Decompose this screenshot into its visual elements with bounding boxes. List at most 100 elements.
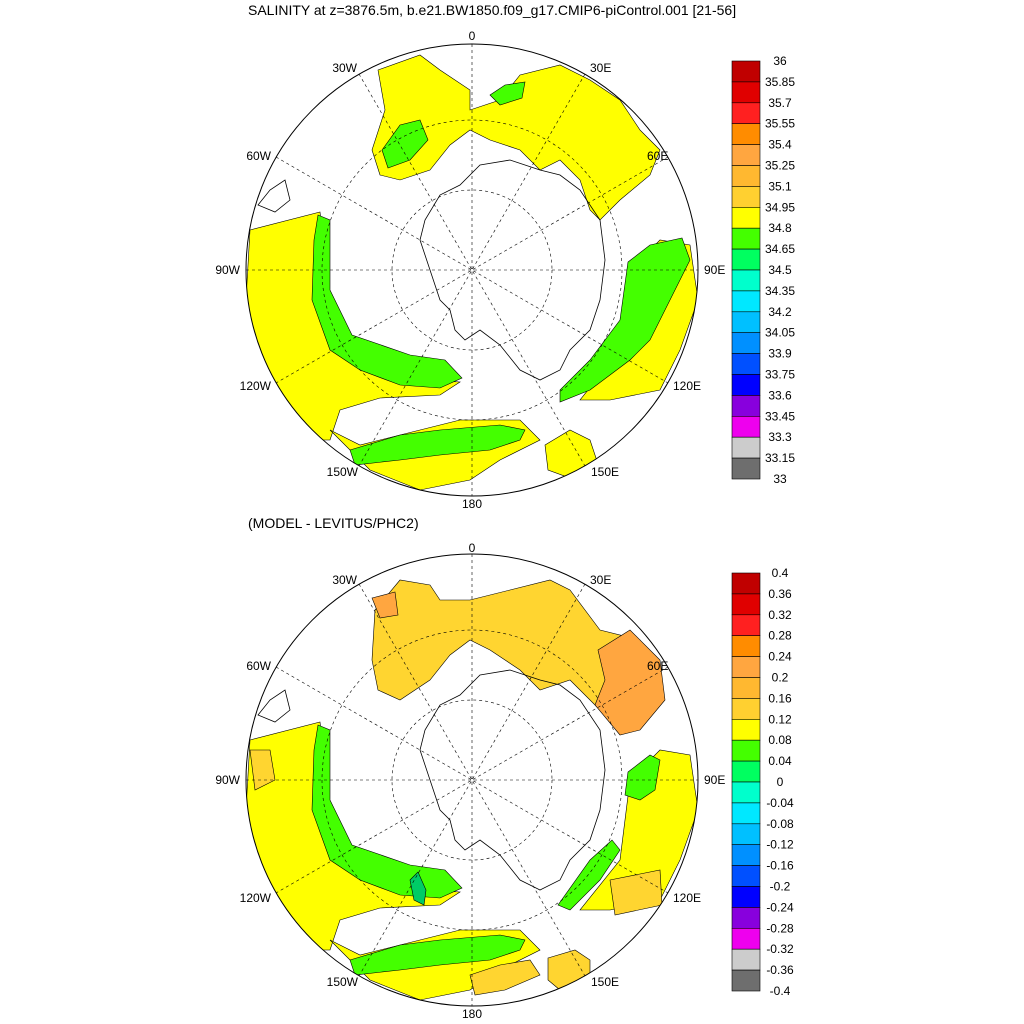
bot-lon-60w: 60W xyxy=(246,659,271,673)
cb-top-tick-label: 34.2 xyxy=(768,305,792,319)
top-fill-green-blob1 xyxy=(381,119,429,169)
top-lon-120w: 120W xyxy=(240,379,272,393)
bot-fill-green-west xyxy=(311,724,463,899)
cb-bot-swatch xyxy=(731,718,761,741)
cb-bot-tick-label: 0.36 xyxy=(768,587,792,601)
top-lon-180: 180 xyxy=(462,497,482,511)
bot-fill-green-se xyxy=(557,839,621,911)
cb-top-swatch xyxy=(731,227,761,250)
cb-top-tick-label: 34.35 xyxy=(765,284,795,298)
bot-fill-gold-south xyxy=(469,959,541,996)
top-lon-120e: 120E xyxy=(673,379,701,393)
cb-bot-swatch xyxy=(731,865,761,887)
cb-top-swatch xyxy=(731,269,761,292)
bottom-colorbar: 0.4 0.36 0.32 0.28 0.24 0.2 0.16 0.12 0.08 0.04 0 -… xyxy=(731,566,794,998)
bottom-panel-title: (MODEL - LEVITUS/PHC2) xyxy=(248,515,419,531)
cb-top-swatch xyxy=(731,311,761,333)
cb-top-tick-label: 33.15 xyxy=(765,451,795,465)
cb-top-swatch xyxy=(731,395,761,417)
cb-top-tick-label: 35.55 xyxy=(765,117,795,131)
top-panel-title: SALINITY at z=3876.5m, b.e21.BW1850.f09_… xyxy=(248,2,737,18)
cb-bot-tick-label: 0.16 xyxy=(768,691,792,705)
bot-fill-green-south xyxy=(349,934,526,976)
cb-bot-tick-label: -0.32 xyxy=(766,942,794,956)
bot-lon-120e: 120E xyxy=(673,891,701,905)
cb-top-tick-label: 33.6 xyxy=(768,388,792,402)
cb-top-swatch xyxy=(731,415,761,438)
cb-top-swatch xyxy=(731,248,761,271)
cb-bot-tick-label: 0.2 xyxy=(772,671,789,685)
cb-top-swatch xyxy=(731,436,761,459)
cb-top-tick-label: 34.65 xyxy=(765,242,795,256)
bot-fill-gold-w90 xyxy=(249,749,276,791)
cb-bot-tick-label: -0.12 xyxy=(766,838,794,852)
top-south-america-tip xyxy=(257,179,291,213)
cb-bot-tick-label: -0.36 xyxy=(766,963,794,977)
cb-bot-swatch xyxy=(731,572,761,595)
bot-fill-yellow-west xyxy=(246,721,461,951)
cb-bot-tick-label: 0.24 xyxy=(768,650,792,664)
cb-bot-swatch xyxy=(731,760,761,783)
cb-top-tick-label: 35.85 xyxy=(765,75,795,89)
cb-bot-tick-label: -0.24 xyxy=(766,900,794,914)
cb-bot-tick-label: -0.4 xyxy=(770,984,791,998)
bot-lon-120w: 120W xyxy=(240,891,272,905)
top-fill-green-blob2 xyxy=(489,81,526,106)
top-fill-green-west xyxy=(311,214,463,389)
cb-bot-tick-label: 0.32 xyxy=(768,608,792,622)
cb-top-tick-label: 33.75 xyxy=(765,368,795,382)
cb-bot-swatch xyxy=(731,927,761,950)
cb-top-tick-label: 34.8 xyxy=(768,221,792,235)
cb-top-tick-label: 33.9 xyxy=(768,347,792,361)
cb-bot-tick-label: 0.12 xyxy=(768,712,792,726)
cb-bot-swatch xyxy=(731,781,761,804)
cb-bot-swatch xyxy=(731,802,761,825)
cb-top-swatch xyxy=(731,374,761,396)
top-map-border xyxy=(245,43,699,497)
top-graticule xyxy=(246,44,698,496)
cb-bot-swatch xyxy=(731,739,761,762)
cb-top-tick-label: 35.1 xyxy=(768,179,792,193)
cb-top-swatch xyxy=(731,123,761,145)
top-lon-150w: 150W xyxy=(327,465,359,479)
cb-bot-tick-label: 0.4 xyxy=(772,566,789,580)
cb-bot-swatch xyxy=(731,969,761,992)
cb-top-swatch xyxy=(731,457,761,480)
top-fill-yellow-west xyxy=(246,211,461,441)
top-lon-150e: 150E xyxy=(591,465,619,479)
cb-top-tick-label: 34.5 xyxy=(768,263,792,277)
top-fill-green-east xyxy=(559,237,691,403)
top-antarctica-outline xyxy=(419,159,606,381)
top-fill-green-south xyxy=(349,424,526,466)
bot-lon-60e: 60E xyxy=(647,659,668,673)
bottom-map-border xyxy=(245,553,699,1007)
top-lon-90e: 90E xyxy=(704,263,725,277)
top-lon-60e: 60E xyxy=(647,149,668,163)
bottom-graticule xyxy=(246,554,698,1006)
cb-bot-tick-label: -0.16 xyxy=(766,859,794,873)
cb-bot-swatch xyxy=(731,886,761,908)
top-lon-0: 0 xyxy=(469,29,476,43)
cb-bot-tick-label: 0.08 xyxy=(768,733,792,747)
cb-top-swatch xyxy=(731,290,761,313)
cb-top-swatch xyxy=(731,353,761,375)
cb-top-swatch xyxy=(731,102,761,125)
cb-top-tick-label: 33.45 xyxy=(765,409,795,423)
top-colorbar: 36 35.85 35.7 35.55 35.4 35.25 35.1 34.95 34.8 34… xyxy=(731,54,795,486)
bottom-map: 0 30E 60E 90E 120E 150E 180 150W 120W 90… xyxy=(215,541,725,1021)
cb-bot-swatch xyxy=(731,698,761,720)
cb-bot-tick-label: 0 xyxy=(777,775,784,789)
cb-bot-tick-label: 0.28 xyxy=(768,629,792,643)
cb-bot-swatch xyxy=(731,907,761,929)
bot-fill-orange-ne xyxy=(594,629,666,736)
cb-bot-swatch xyxy=(731,948,761,971)
cb-top-tick-label: 33 xyxy=(773,472,787,486)
cb-bot-swatch xyxy=(731,656,761,678)
cb-top-swatch xyxy=(731,60,761,83)
bot-fill-green-east xyxy=(624,754,661,801)
bot-lon-30e: 30E xyxy=(590,573,611,587)
bot-lon-150e: 150E xyxy=(591,975,619,989)
cb-top-tick-label: 35.25 xyxy=(765,159,795,173)
cb-bot-tick-label: -0.08 xyxy=(766,817,794,831)
